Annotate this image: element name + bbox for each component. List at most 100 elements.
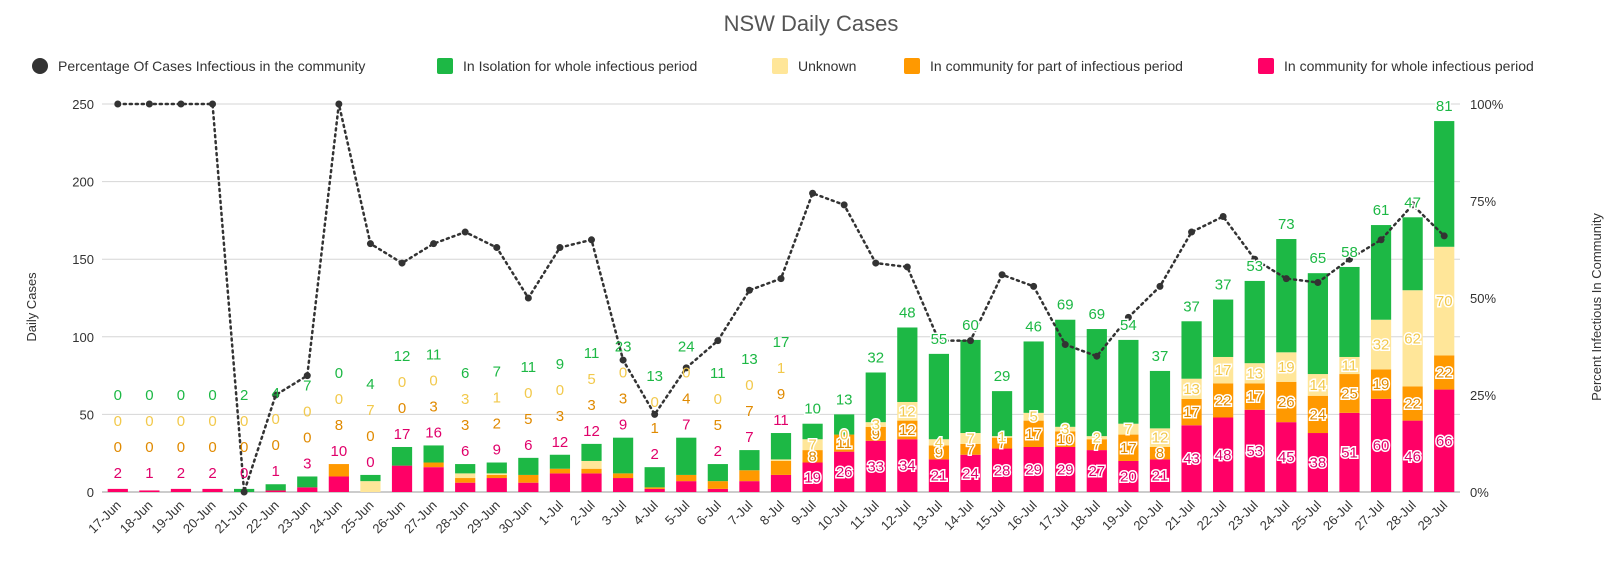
data-label: 7 <box>998 435 1006 452</box>
data-label: 7 <box>966 430 974 447</box>
bar-segment <box>834 414 855 435</box>
data-label: 17 <box>1183 404 1200 421</box>
data-label: 6 <box>524 437 532 454</box>
data-label: 47 <box>1404 194 1421 211</box>
bar-segment <box>1434 355 1455 390</box>
bar-segment <box>1370 369 1392 399</box>
bar-segment <box>1307 395 1328 434</box>
data-label: 32 <box>867 349 884 366</box>
bar-segment <box>676 437 697 475</box>
data-label: 2 <box>240 387 248 404</box>
bar-segment <box>1402 217 1423 291</box>
data-label: 17 <box>1025 426 1042 443</box>
bar-segment <box>1118 460 1139 492</box>
x-tick-label: 19-Jun <box>148 498 187 537</box>
data-label: 11 <box>1342 358 1358 375</box>
bar-segment <box>455 473 476 479</box>
data-label: 7 <box>366 402 374 419</box>
data-label: 13 <box>646 368 663 385</box>
data-label: 0 <box>366 428 374 445</box>
bar-segment <box>644 488 665 492</box>
data-label: 0 <box>366 454 374 471</box>
data-label: 2 <box>714 443 722 460</box>
data-label: 12 <box>1152 430 1169 447</box>
percentage-point <box>1345 255 1353 263</box>
data-label: 0 <box>177 439 185 456</box>
x-tick-label: 22-Jul <box>1194 497 1230 533</box>
bar-segment <box>928 459 950 492</box>
bar-segment <box>865 426 886 441</box>
bar-segment <box>581 460 602 469</box>
bar-segment <box>1023 446 1044 492</box>
bar-segment <box>1023 341 1044 413</box>
bar-segment <box>834 451 855 492</box>
data-label: 9 <box>556 356 564 373</box>
data-label: 9 <box>619 417 627 434</box>
y-tick-label: 200 <box>72 175 94 190</box>
data-label: 69 <box>1057 297 1074 314</box>
x-tick-label: 25-Jun <box>338 498 377 537</box>
data-label: 0 <box>177 387 185 404</box>
data-label: 38 <box>1310 455 1327 472</box>
x-tick-label: 30-Jun <box>496 498 535 537</box>
data-label: 43 <box>1183 451 1200 468</box>
data-label: 0 <box>114 413 122 430</box>
percentage-point <box>209 100 217 108</box>
data-label: 66 <box>1436 433 1453 450</box>
percentage-point <box>335 100 343 108</box>
percentage-point <box>714 337 722 345</box>
data-label: 2 <box>208 465 216 482</box>
percentage-point <box>1093 352 1101 360</box>
percentage-point <box>682 364 690 372</box>
data-label: 2 <box>1093 430 1101 447</box>
data-label: 17 <box>773 334 790 351</box>
bar-segment <box>1213 417 1234 492</box>
data-label: 11 <box>773 412 789 429</box>
percentage-point <box>1061 341 1069 349</box>
percentage-point <box>272 391 280 399</box>
bar-segment <box>1181 321 1202 379</box>
bar-segment <box>802 462 823 492</box>
bar-segment <box>1370 398 1392 492</box>
bar-segment <box>1339 356 1360 375</box>
data-label: 13 <box>1246 365 1263 382</box>
data-label: 37 <box>1183 298 1200 315</box>
data-label: 7 <box>745 403 753 420</box>
bar-segment <box>1402 420 1423 492</box>
bar-segment <box>897 420 918 440</box>
data-label: 6 <box>461 365 469 382</box>
data-label: 4 <box>272 385 280 402</box>
data-label: 55 <box>931 331 948 348</box>
percentage-point <box>745 286 753 294</box>
bar-segment <box>1339 374 1360 413</box>
bar-segment <box>297 476 318 488</box>
bar-segment <box>486 473 507 475</box>
data-label: 29 <box>994 368 1011 385</box>
data-label: 4 <box>682 391 690 408</box>
data-label: 0 <box>651 394 659 411</box>
bar-segment <box>549 454 571 469</box>
data-label: 28 <box>994 462 1011 479</box>
bar-segment <box>707 481 728 489</box>
y-tick-label: 0 <box>87 485 94 500</box>
percentage-line <box>114 100 1448 496</box>
data-label: 37 <box>1152 348 1169 365</box>
data-label: 0 <box>745 377 753 394</box>
data-label: 0 <box>556 382 564 399</box>
bar-segment <box>1244 363 1265 384</box>
data-label: 11 <box>426 346 442 363</box>
data-label: 21 <box>931 468 948 485</box>
x-tick-label: 24-Jul <box>1257 497 1293 533</box>
data-label: 37 <box>1215 277 1232 294</box>
data-label: 0 <box>208 439 216 456</box>
y2-tick-label: 25% <box>1470 388 1496 403</box>
data-label: 5 <box>714 417 722 434</box>
bar-segment <box>581 443 602 461</box>
data-label: 58 <box>1341 244 1358 261</box>
bar-segment <box>549 468 571 474</box>
data-label: 51 <box>1341 444 1358 461</box>
bar-segment <box>928 445 950 460</box>
data-label: 13 <box>836 391 853 408</box>
data-label: 0 <box>303 429 311 446</box>
x-tick-label: 11-Jul <box>847 497 882 532</box>
